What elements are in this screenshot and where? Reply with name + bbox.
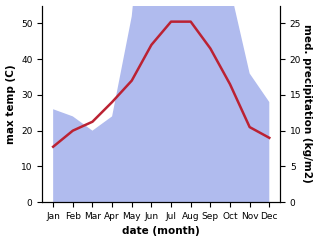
- Y-axis label: max temp (C): max temp (C): [5, 64, 16, 144]
- Y-axis label: med. precipitation (kg/m2): med. precipitation (kg/m2): [302, 24, 313, 183]
- X-axis label: date (month): date (month): [122, 227, 200, 236]
